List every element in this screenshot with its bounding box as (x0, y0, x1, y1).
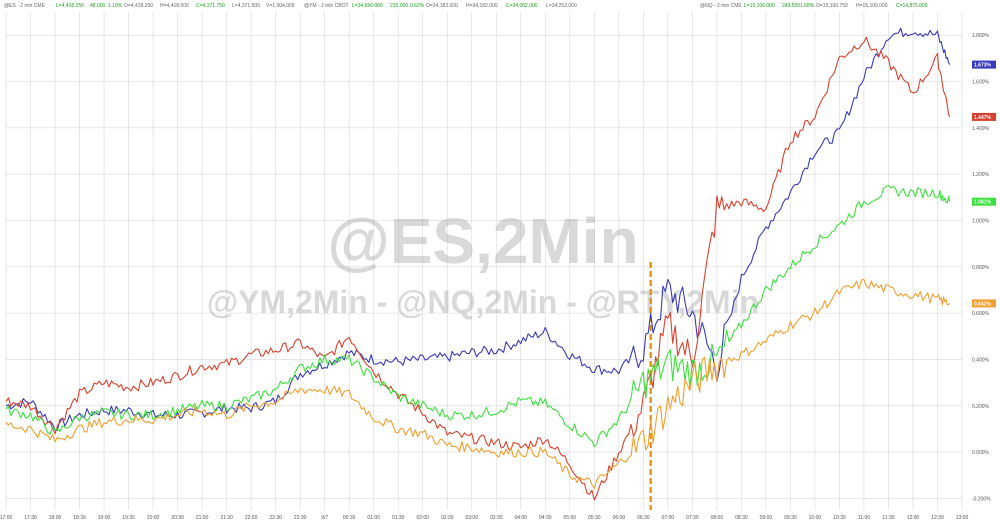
y-tick-label: 0.800% (972, 265, 990, 271)
x-tick-label: 04:00 (515, 515, 528, 521)
ym-high: H=34,182.000 (466, 3, 498, 9)
es-open: O=4,418.250 (124, 3, 153, 9)
x-tick-label: 13:00 (956, 515, 969, 521)
es-low: L=4,371.500 (232, 3, 260, 9)
quote-header: @ES - 2 min CME L=4,418.250 48.000 1.10%… (4, 3, 928, 9)
y-tick-label: 1.200% (972, 172, 990, 178)
y-tick-label: 0.000% (972, 450, 990, 456)
ym-low: L=34,252.000 (546, 3, 577, 9)
nq-symbol: @NQ - 2 min CME (700, 3, 742, 9)
y-tick-label: 1.400% (972, 126, 990, 132)
x-tick-label: 05:00 (564, 515, 577, 521)
x-tick-label: 07:30 (686, 515, 699, 521)
ym-open: O=34,183.000 (426, 3, 458, 9)
x-tick-label: 02:30 (441, 515, 454, 521)
es-last-tag (972, 112, 996, 121)
y-tick-label: 0.600% (972, 311, 990, 317)
x-tick-label: 22:00 (245, 515, 258, 521)
x-tick-label: 11:00 (858, 515, 870, 521)
x-tick-label: 06:00 (613, 515, 626, 521)
ym-change: 215.000 (390, 3, 408, 9)
x-tick-label: 17:00 (0, 515, 12, 521)
x-tick-label: 01:30 (392, 515, 405, 521)
x-tick-label: 02:00 (416, 515, 429, 521)
x-tick-label: 08:30 (735, 515, 748, 521)
rty-series-line (5, 278, 951, 490)
nq-pct: 1.68% (800, 3, 815, 9)
x-tick-label: 06:30 (637, 515, 650, 521)
x-tick-label: 18:00 (49, 515, 62, 521)
x-tick-label: 08:00 (711, 515, 724, 521)
watermark-sub: @YM,2Min - @NQ,2Min - @RTY,2Min (207, 284, 759, 320)
nq-close: C=14,875.000 (896, 3, 928, 9)
x-tick-label: 11:30 (882, 515, 894, 521)
es-pct: 1.10% (108, 3, 123, 9)
x-tick-label: 03:30 (490, 515, 503, 521)
x-tick-label: 19:30 (122, 515, 135, 521)
ym-last-value: 1.081% (974, 200, 992, 206)
y-tick-label: 1.800% (972, 33, 990, 39)
x-tick-label: 23:30 (294, 515, 307, 521)
x-tick-label: 18:30 (73, 515, 86, 521)
x-tick-label: 10:00 (809, 515, 822, 521)
x-tick-label: 03:00 (465, 515, 478, 521)
watermark: @ES,2Min @YM,2Min - @NQ,2Min - @RTY,2Min (207, 205, 759, 320)
x-tick-label: 20:00 (147, 515, 160, 521)
es-series-line (5, 36, 951, 501)
watermark-main: @ES,2Min (327, 205, 638, 277)
es-last-value: 1.447% (974, 115, 992, 121)
y-axis: 1.800% 1.600% 1.400% 1.200% 1.000% 0.800% 0.60… (972, 33, 991, 502)
y-tick-label: 1.000% (972, 218, 990, 224)
rty-last-tag (972, 299, 996, 308)
nq-change: 249.500 (782, 3, 800, 9)
x-tick-label: 05:30 (588, 515, 601, 521)
x-tick-label: 20:30 (171, 515, 184, 521)
rty-last-value: 0.642% (974, 301, 992, 307)
x-tick-label: 07:00 (662, 515, 675, 521)
es-symbol: @ES - 2 min CME (4, 3, 46, 9)
x-tick-label: 12:30 (931, 515, 944, 521)
x-tick-label: 00:30 (343, 515, 356, 521)
x-tick-label: 22:30 (269, 515, 282, 521)
y-tick-label: -0.200% (972, 496, 991, 502)
es-last: L=4,418.250 (56, 3, 84, 9)
ym-close: C=34,002.000 (506, 3, 538, 9)
nq-last-tag (972, 60, 996, 69)
nq-open: O=15,100.750 (816, 3, 848, 9)
x-tick-label: 17:30 (24, 515, 37, 521)
x-tick-label: 19:00 (98, 515, 111, 521)
es-volume: V=1,304,009 (266, 3, 295, 9)
x-tick-label: 21:30 (220, 515, 233, 521)
nq-high: H=15,100.000 (856, 3, 888, 9)
es-change: 48.000 (90, 3, 106, 9)
last-value-tags: 1.673% 1.447% 1.081% 0.642% (972, 60, 996, 308)
series-lines (5, 27, 951, 501)
x-tick-label: 09:30 (784, 515, 797, 521)
y-tick-label: 1.600% (972, 79, 990, 85)
nq-last: L=15,106.000 (744, 3, 775, 9)
x-tick-label: 09:00 (760, 515, 773, 521)
ym-last-tag (972, 197, 996, 206)
x-tick-label: 10:30 (833, 515, 846, 521)
es-high: H=4,418.500 (160, 3, 189, 9)
ym-last: L=34,656.000 (352, 3, 383, 9)
grid (5, 12, 963, 510)
es-close: C=4,371.750 (196, 3, 225, 9)
x-axis: 17:00 17:30 18:00 18:30 19:00 19:30 20:00 20:30… (0, 515, 968, 521)
x-tick-label: 9/7 (321, 515, 328, 521)
nq-series-line (5, 27, 951, 431)
nq-last-value: 1.673% (974, 63, 992, 69)
y-tick-label: 0.400% (972, 357, 990, 363)
x-tick-label: 01:00 (367, 515, 380, 521)
ym-symbol: @YM - 2 min CBOT (304, 3, 349, 9)
ym-pct: 0.62% (410, 3, 425, 9)
x-tick-label: 21:00 (196, 515, 209, 521)
x-tick-label: 04:30 (539, 515, 552, 521)
ym-series-line (5, 184, 951, 448)
x-tick-label: 12:00 (907, 515, 920, 521)
y-tick-label: 0.200% (972, 404, 990, 410)
